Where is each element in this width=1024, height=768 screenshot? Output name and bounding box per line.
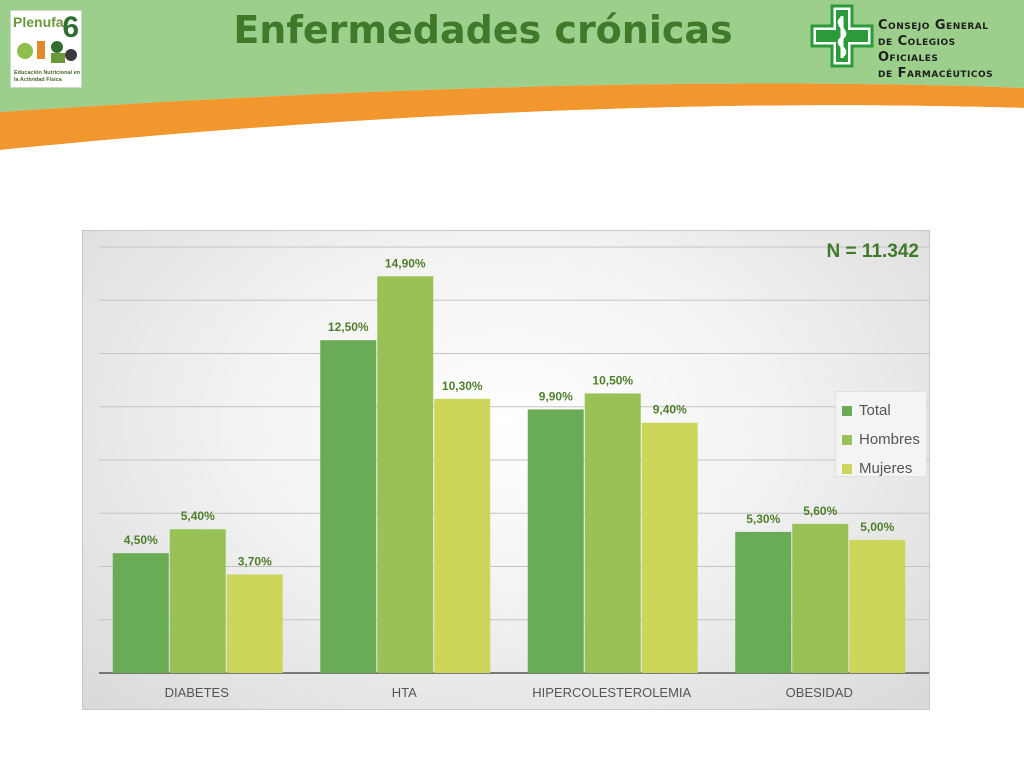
data-label: 5,60% (803, 504, 837, 518)
data-label: 12,50% (328, 320, 369, 334)
data-label: 4,50% (124, 533, 158, 547)
plenufar-figures-icon (17, 41, 77, 63)
bar-hombres-hipercolesterolemia (584, 393, 641, 673)
bar-total-hta (320, 340, 377, 673)
plenufar-brand: Plenufar (13, 14, 70, 30)
plenufar-logo: Plenufar 6 Educación Nutricional en la A… (10, 10, 82, 88)
cgcof-name: Consejo General de Colegios Oficiales de… (878, 18, 1020, 82)
data-label: 9,90% (539, 389, 573, 403)
cgcof-line-2: de Colegios Oficiales (878, 34, 956, 65)
data-label: 5,40% (181, 509, 215, 523)
x-tick-label: HIPERCOLESTEROLEMIA (532, 685, 691, 700)
bar-total-diabetes (112, 553, 169, 673)
bar-chart: 4,50% 5,40% 3,70% DIABETES 12,50% 14,90% 10,30… (99, 246, 929, 700)
cgcof-line-1: Consejo General (878, 18, 989, 33)
legend-item-mujeres: Mujeres (842, 454, 920, 483)
x-tick-label: HTA (392, 685, 417, 700)
data-label: 5,00% (860, 520, 894, 534)
x-tick-label: DIABETES (165, 685, 230, 700)
data-label: 10,50% (592, 373, 633, 387)
bar-mujeres-hta (434, 398, 491, 673)
legend-item-total: Total (842, 396, 920, 425)
data-label: 9,40% (653, 403, 687, 417)
plenufar-number: 6 (62, 11, 79, 44)
pharmacy-cross-icon (810, 4, 874, 68)
legend-swatch-hombres (842, 434, 852, 445)
legend-label-hombres: Hombres (859, 431, 920, 448)
data-label: 10,30% (442, 379, 483, 393)
legend-item-hombres: Hombres (842, 425, 920, 454)
legend-label-mujeres: Mujeres (859, 460, 913, 477)
bar-hombres-hta (377, 276, 434, 673)
data-label: 14,90% (385, 256, 426, 270)
legend-swatch-mujeres (842, 463, 852, 474)
bar-hombres-diabetes (169, 529, 226, 673)
bar-mujeres-diabetes (226, 574, 283, 673)
plenufar-subtitle: Educación Nutricional en la Actividad Fí… (14, 70, 81, 83)
cgcof-logo: Consejo General de Colegios Oficiales de… (810, 4, 1020, 81)
chart-area: 4,50% 5,40% 3,70% DIABETES 12,50% 14,90% 10,30… (82, 230, 930, 710)
bar-mujeres-obesidad (849, 539, 906, 673)
bar-total-hipercolesterolemia (527, 409, 584, 673)
legend-label-total: Total (859, 402, 891, 419)
data-label: 5,30% (746, 512, 780, 526)
x-tick-label: OBESIDAD (786, 685, 853, 700)
page-title: Enfermedades crónicas (233, 8, 733, 52)
bar-mujeres-hipercolesterolemia (641, 422, 698, 673)
data-label: 3,70% (238, 554, 272, 568)
bar-total-obesidad (735, 531, 792, 673)
legend-swatch-total (842, 405, 852, 416)
bar-hombres-obesidad (792, 523, 849, 673)
sample-size-annotation: N = 11.342 (826, 241, 919, 262)
chart-legend: Total Hombres Mujeres (835, 391, 927, 477)
cgcof-line-3: de Farmacéuticos (878, 66, 994, 81)
